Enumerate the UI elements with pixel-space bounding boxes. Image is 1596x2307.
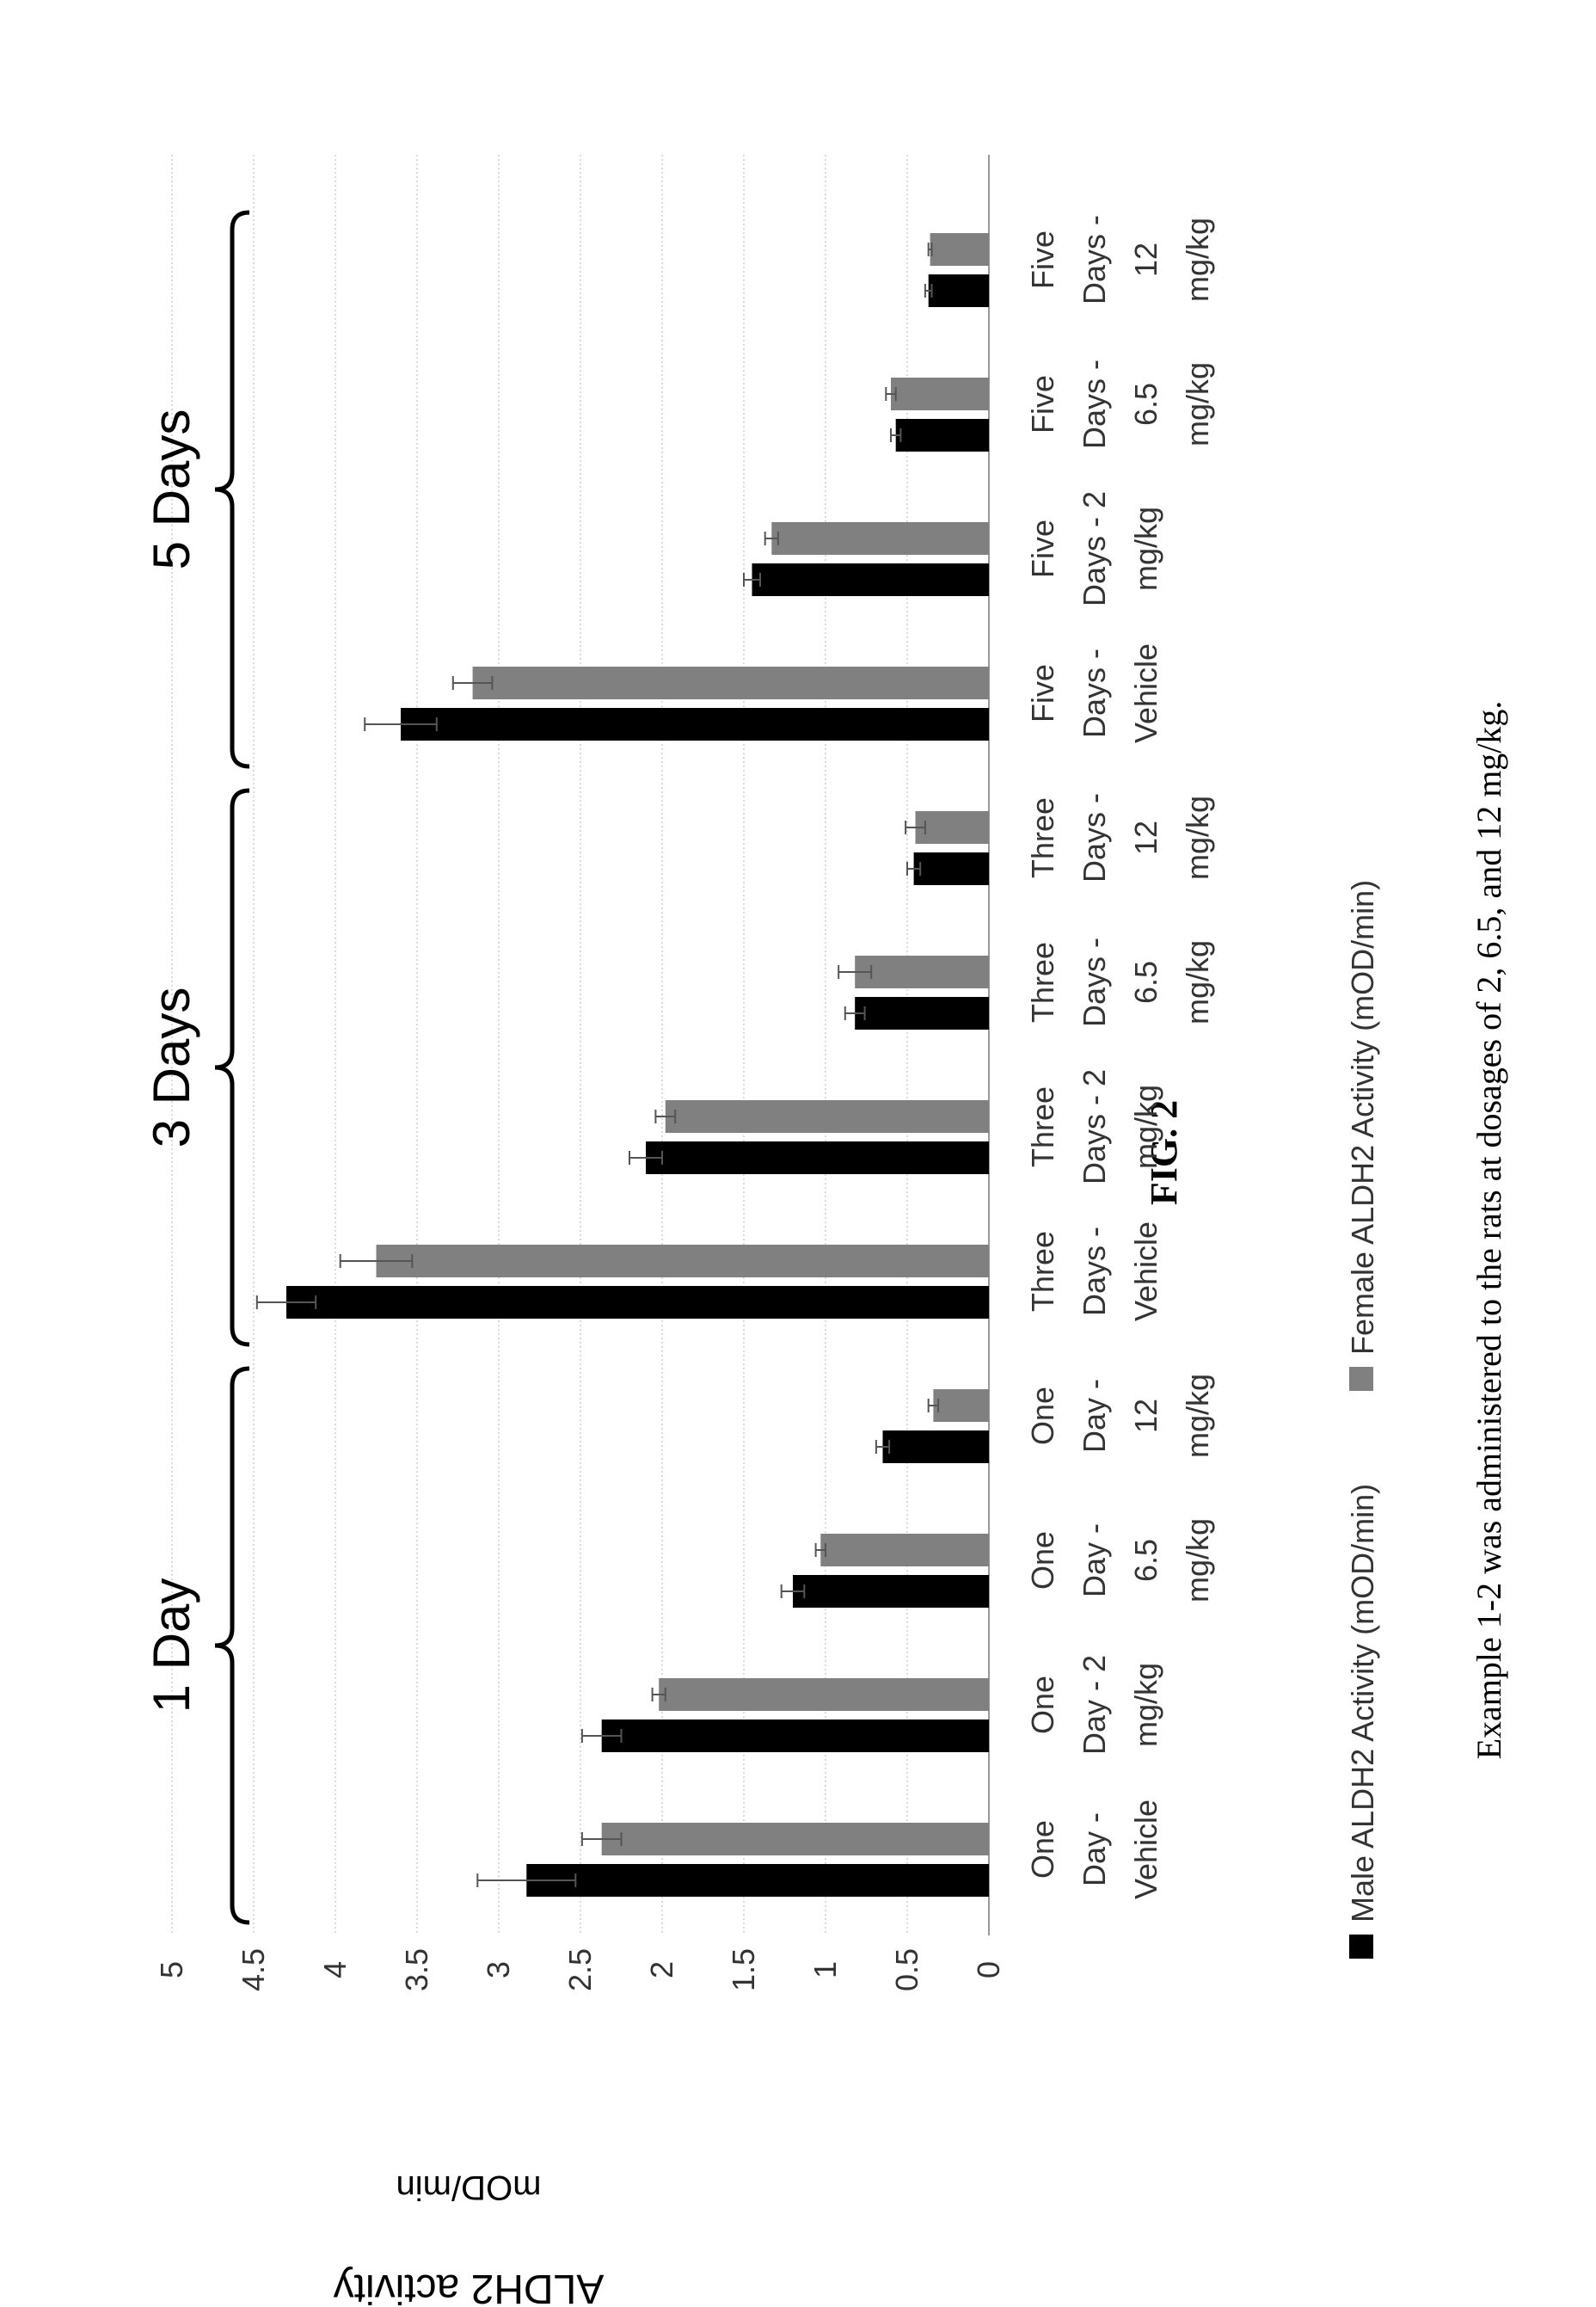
- y-tick-label: 1: [807, 1961, 843, 1978]
- category-label: mg/kg: [1128, 1085, 1163, 1169]
- bar-male: [882, 1430, 989, 1463]
- y-tick-label: 3.5: [399, 1948, 434, 1991]
- bar-female: [601, 1823, 989, 1855]
- category-label: Day -: [1077, 1379, 1112, 1453]
- group-label: 3 Days: [143, 987, 200, 1148]
- bar-male: [793, 1575, 989, 1608]
- category-label: Three: [1025, 1231, 1060, 1312]
- category-label: Days -: [1077, 215, 1112, 305]
- legend-label: Male ALDH2 Activity (mOD/min): [1345, 1484, 1380, 1922]
- category-label: Days - 2: [1077, 1069, 1112, 1184]
- category-label: One: [1025, 1531, 1060, 1590]
- y-tick-label: 5: [154, 1961, 189, 1978]
- category-label: Days -: [1077, 649, 1112, 738]
- bar-male: [913, 852, 989, 885]
- category-label: Vehicle: [1128, 1221, 1163, 1321]
- bar-female: [930, 233, 989, 266]
- category-label: Vehicle: [1128, 643, 1163, 743]
- bar-female: [915, 811, 989, 844]
- legend-swatch-female: [1349, 1367, 1373, 1391]
- category-label: mg/kg: [1180, 940, 1215, 1024]
- y-axis-title: ALDH2 activity: [334, 2266, 605, 2307]
- category-label: Days - 2: [1077, 491, 1112, 606]
- bar-female: [472, 667, 989, 699]
- category-label: Days -: [1077, 793, 1112, 883]
- bar-female: [659, 1678, 989, 1711]
- legend-label: Female ALDH2 Activity (mOD/min): [1345, 880, 1380, 1355]
- category-label: 6.5: [1128, 961, 1163, 1004]
- category-label: Five: [1025, 520, 1060, 578]
- bar-female: [665, 1100, 989, 1133]
- category-label: Days -: [1077, 1227, 1112, 1316]
- category-label: mg/kg: [1180, 1374, 1215, 1458]
- category-label: One: [1025, 1820, 1060, 1879]
- figure-label: FIG. 2: [1143, 1100, 1185, 1205]
- group-brace: [214, 1366, 250, 1925]
- bar-male: [401, 708, 989, 741]
- category-label: mg/kg: [1128, 507, 1163, 591]
- y-tick-label: 2.5: [562, 1948, 598, 1991]
- category-label: Three: [1025, 797, 1060, 878]
- bar-female: [820, 1534, 989, 1566]
- bar-female: [855, 956, 989, 988]
- bar-male: [855, 997, 989, 1030]
- legend: Male ALDH2 Activity (mOD/min) Female ALDH…: [1345, 880, 1380, 1959]
- bar-male: [752, 563, 989, 596]
- y-tick-label: 3: [481, 1961, 516, 1978]
- category-label: Five: [1025, 231, 1060, 289]
- bar-female: [933, 1389, 989, 1422]
- category-label: Three: [1025, 942, 1060, 1023]
- category-label: Days -: [1077, 938, 1112, 1027]
- y-tick-label: 1.5: [726, 1948, 761, 1991]
- bar-male: [646, 1141, 989, 1174]
- category-label: One: [1025, 1676, 1060, 1734]
- y-tick-label: 0.5: [889, 1948, 924, 1991]
- bar-male: [526, 1864, 989, 1897]
- group-label: 5 Days: [143, 409, 200, 570]
- category-label: Five: [1025, 375, 1060, 434]
- category-label: mg/kg: [1180, 362, 1215, 446]
- category-label: Day -: [1077, 1523, 1112, 1597]
- plot-area: 0 0.5 1 1.5 2 2.5 3 3.5 4 4.5 5 One Day - Vehicle One D…: [143, 155, 1215, 1991]
- category-label: Day - 2: [1077, 1655, 1112, 1755]
- category-label: 6.5: [1128, 1539, 1163, 1582]
- group-label: 1 Day: [143, 1578, 200, 1713]
- bar-female: [376, 1245, 989, 1277]
- category-label: mg/kg: [1180, 796, 1215, 880]
- category-label: Three: [1025, 1086, 1060, 1167]
- category-label: Day -: [1077, 1812, 1112, 1886]
- bar-male: [286, 1286, 989, 1319]
- y-tick-label: 4: [317, 1961, 353, 1978]
- y-axis-unit-label: mOD/min: [396, 2169, 542, 2206]
- bar-male: [895, 419, 989, 452]
- category-label: One: [1025, 1387, 1060, 1445]
- group-brace: [214, 788, 250, 1347]
- category-label: mg/kg: [1128, 1663, 1163, 1747]
- legend-swatch-male: [1349, 1935, 1373, 1959]
- group-brace: [214, 210, 250, 769]
- category-label: 12: [1128, 821, 1163, 855]
- category-label: Days -: [1077, 360, 1112, 449]
- bar-female: [891, 378, 989, 410]
- category-label: 12: [1128, 243, 1163, 277]
- category-label: Five: [1025, 664, 1060, 723]
- y-tick-label: 2: [644, 1961, 679, 1978]
- category-label: 12: [1128, 1399, 1163, 1433]
- bar-female: [771, 522, 989, 555]
- category-label: mg/kg: [1180, 218, 1215, 302]
- category-label: 6.5: [1128, 383, 1163, 426]
- y-tick-label: 0: [971, 1961, 1006, 1978]
- y-tick-label: 4.5: [236, 1948, 271, 1991]
- category-label: Vehicle: [1128, 1799, 1163, 1899]
- category-label: mg/kg: [1180, 1518, 1215, 1603]
- figure-caption: Example 1-2 was administered to the rats…: [1470, 701, 1508, 1760]
- bar-male: [601, 1719, 989, 1752]
- bar-male: [928, 274, 989, 307]
